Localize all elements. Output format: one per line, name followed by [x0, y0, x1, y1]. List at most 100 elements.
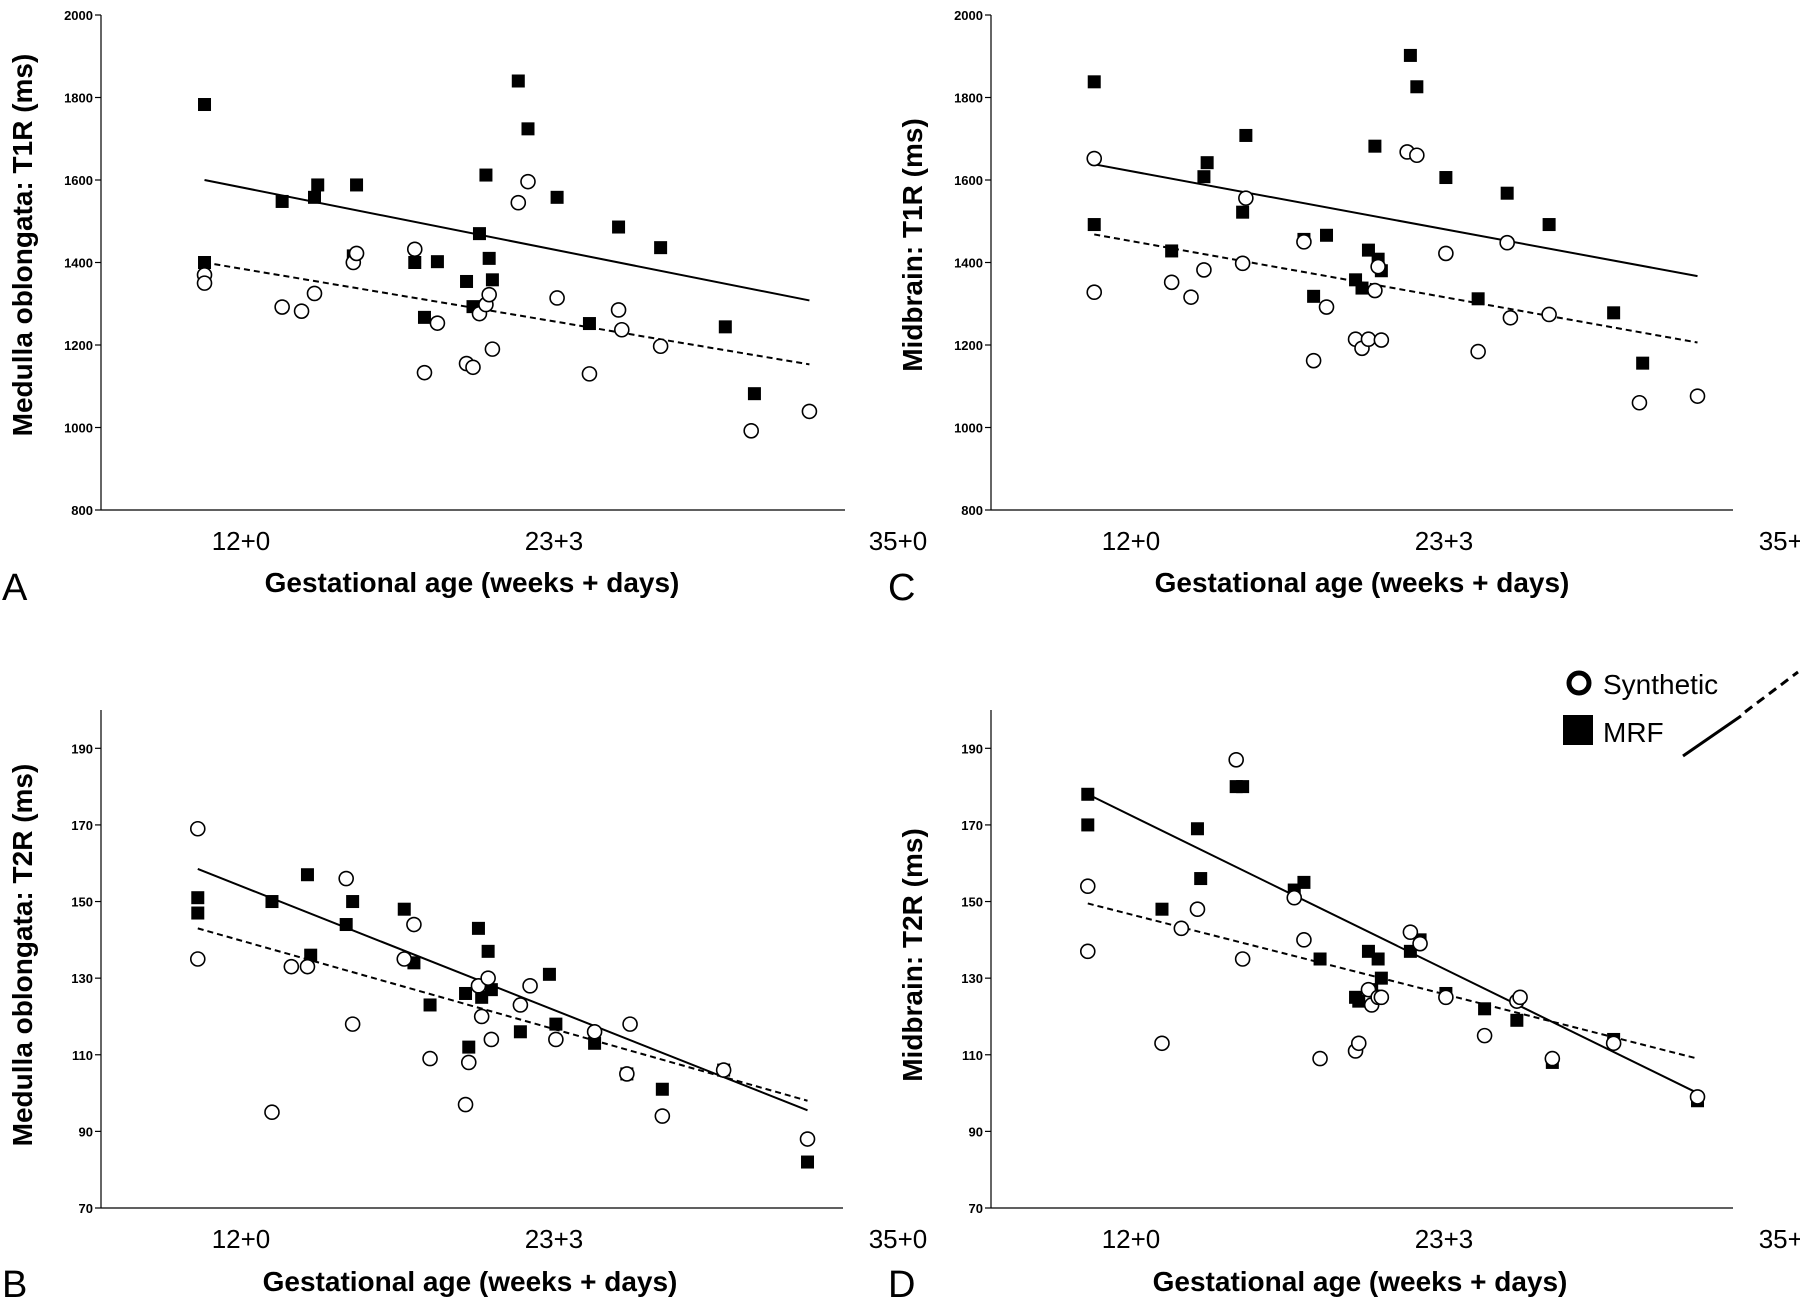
synthetic-point [1502, 309, 1519, 326]
synthetic-point [396, 951, 413, 967]
synthetic-fit-line [197, 927, 808, 1102]
y-tick-label: 110 [72, 1048, 93, 1063]
mrf-point [654, 241, 668, 255]
synthetic-point [1086, 284, 1103, 301]
synthetic-point [1438, 245, 1454, 262]
mrf-point [275, 194, 289, 208]
synthetic-point [512, 997, 529, 1013]
mrf-point [1239, 128, 1253, 142]
synthetic-fit-line [1094, 233, 1698, 344]
y-tick-label: 130 [961, 971, 983, 986]
synthetic-point [1360, 331, 1377, 348]
legend-dashed-line [1744, 670, 1799, 714]
x-axis-label: Gestational age (weeks + days) [1153, 1266, 1568, 1297]
synthetic-point [406, 916, 422, 933]
synthetic-point [1189, 901, 1206, 918]
synthetic-point [416, 364, 433, 381]
synthetic-point [1470, 343, 1486, 360]
synthetic-fit-line [204, 261, 810, 366]
synthetic-point [715, 1062, 732, 1078]
y-tick-label: 1200 [954, 338, 983, 353]
x-tick-label: 23+3 [525, 1224, 584, 1254]
x-axis-label: Gestational age (weeks + days) [265, 567, 680, 598]
panel-b: Medulla oblongata: T2R (ms) Gestational … [2, 710, 927, 1301]
mrf-point [1087, 218, 1101, 232]
synthetic-point [1286, 889, 1303, 906]
mrf-point [1190, 822, 1204, 836]
mrf-point [1471, 292, 1485, 306]
x-tick-label: 12+0 [212, 1224, 271, 1254]
x-tick-label: 35+0 [869, 1224, 928, 1254]
mrf-point [521, 122, 535, 136]
y-tick-label: 90 [79, 1124, 93, 1139]
mrf-point [1374, 971, 1388, 985]
y-axis-label: Medulla oblongata: T2R (ms) [7, 764, 38, 1147]
mrf-point [484, 983, 498, 997]
synthetic-point [457, 1096, 474, 1113]
x-tick-label: 23+3 [525, 526, 584, 556]
synthetic-point [613, 321, 630, 338]
synthetic-point [1079, 878, 1096, 895]
y-tick-label: 1600 [954, 173, 983, 188]
mrf-point [1478, 1002, 1492, 1016]
synthetic-point [581, 366, 598, 382]
synthetic-point [1373, 332, 1390, 348]
synthetic-point [1476, 1027, 1493, 1044]
mrf-point [191, 906, 205, 920]
y-tick-label: 1400 [64, 256, 93, 271]
synthetic-point [743, 422, 759, 439]
legend: Synthetic MRF [1563, 669, 1799, 758]
synthetic-point [306, 285, 323, 302]
y-tick-label: 170 [71, 818, 93, 833]
panel-letter: C [888, 567, 915, 609]
synthetic-point [1512, 989, 1528, 1006]
synthetic-point [460, 1054, 477, 1071]
mrf-point [479, 168, 493, 182]
mrf-point [460, 274, 474, 288]
mrf-point [1200, 156, 1214, 170]
synthetic-point [1402, 924, 1419, 940]
mrf-point [1410, 80, 1424, 94]
synthetic-point [1296, 932, 1312, 948]
x-tick-label: 23+3 [1415, 526, 1474, 556]
synthetic-point [1318, 299, 1335, 315]
legend-synthetic-label: Synthetic [1603, 669, 1718, 700]
x-tick-label: 12+0 [1102, 526, 1161, 556]
synthetic-point [1367, 282, 1383, 299]
synthetic-point [1409, 147, 1425, 164]
synthetic-point [622, 1016, 638, 1032]
mrf-point [1313, 952, 1327, 966]
synthetic-point [1373, 989, 1390, 1006]
synthetic-point [196, 275, 213, 291]
synthetic-point [1350, 1035, 1367, 1052]
mrf-fit-line [197, 868, 808, 1112]
synthetic-point [1438, 989, 1454, 1006]
legend-synthetic-marker [1566, 670, 1592, 696]
y-tick-label: 2000 [954, 8, 983, 23]
synthetic-point [283, 958, 300, 975]
synthetic-point [406, 241, 423, 258]
synthetic-point [1163, 274, 1180, 291]
synthetic-point [484, 341, 501, 357]
mrf-point [1636, 356, 1650, 370]
y-axis-label: Midbrain: T2R (ms) [897, 828, 928, 1082]
mrf-point [1197, 170, 1211, 184]
mrf-point [482, 251, 496, 265]
synthetic-point [299, 958, 316, 975]
synthetic-point [344, 1016, 361, 1032]
mrf-point [198, 256, 212, 269]
mrf-point [1297, 875, 1311, 889]
y-tick-label: 150 [961, 895, 983, 910]
mrf-fit-line [1094, 163, 1698, 278]
mrf-point [549, 1017, 563, 1031]
synthetic-point [1238, 190, 1254, 206]
mrf-point [462, 1040, 476, 1054]
synthetic-point [586, 1023, 603, 1040]
panel-letter: A [2, 567, 28, 609]
mrf-point [1236, 205, 1250, 219]
mrf-point [1320, 228, 1334, 242]
synthetic-point [293, 303, 310, 319]
synthetic-point [338, 870, 354, 887]
mrf-point [430, 255, 444, 269]
